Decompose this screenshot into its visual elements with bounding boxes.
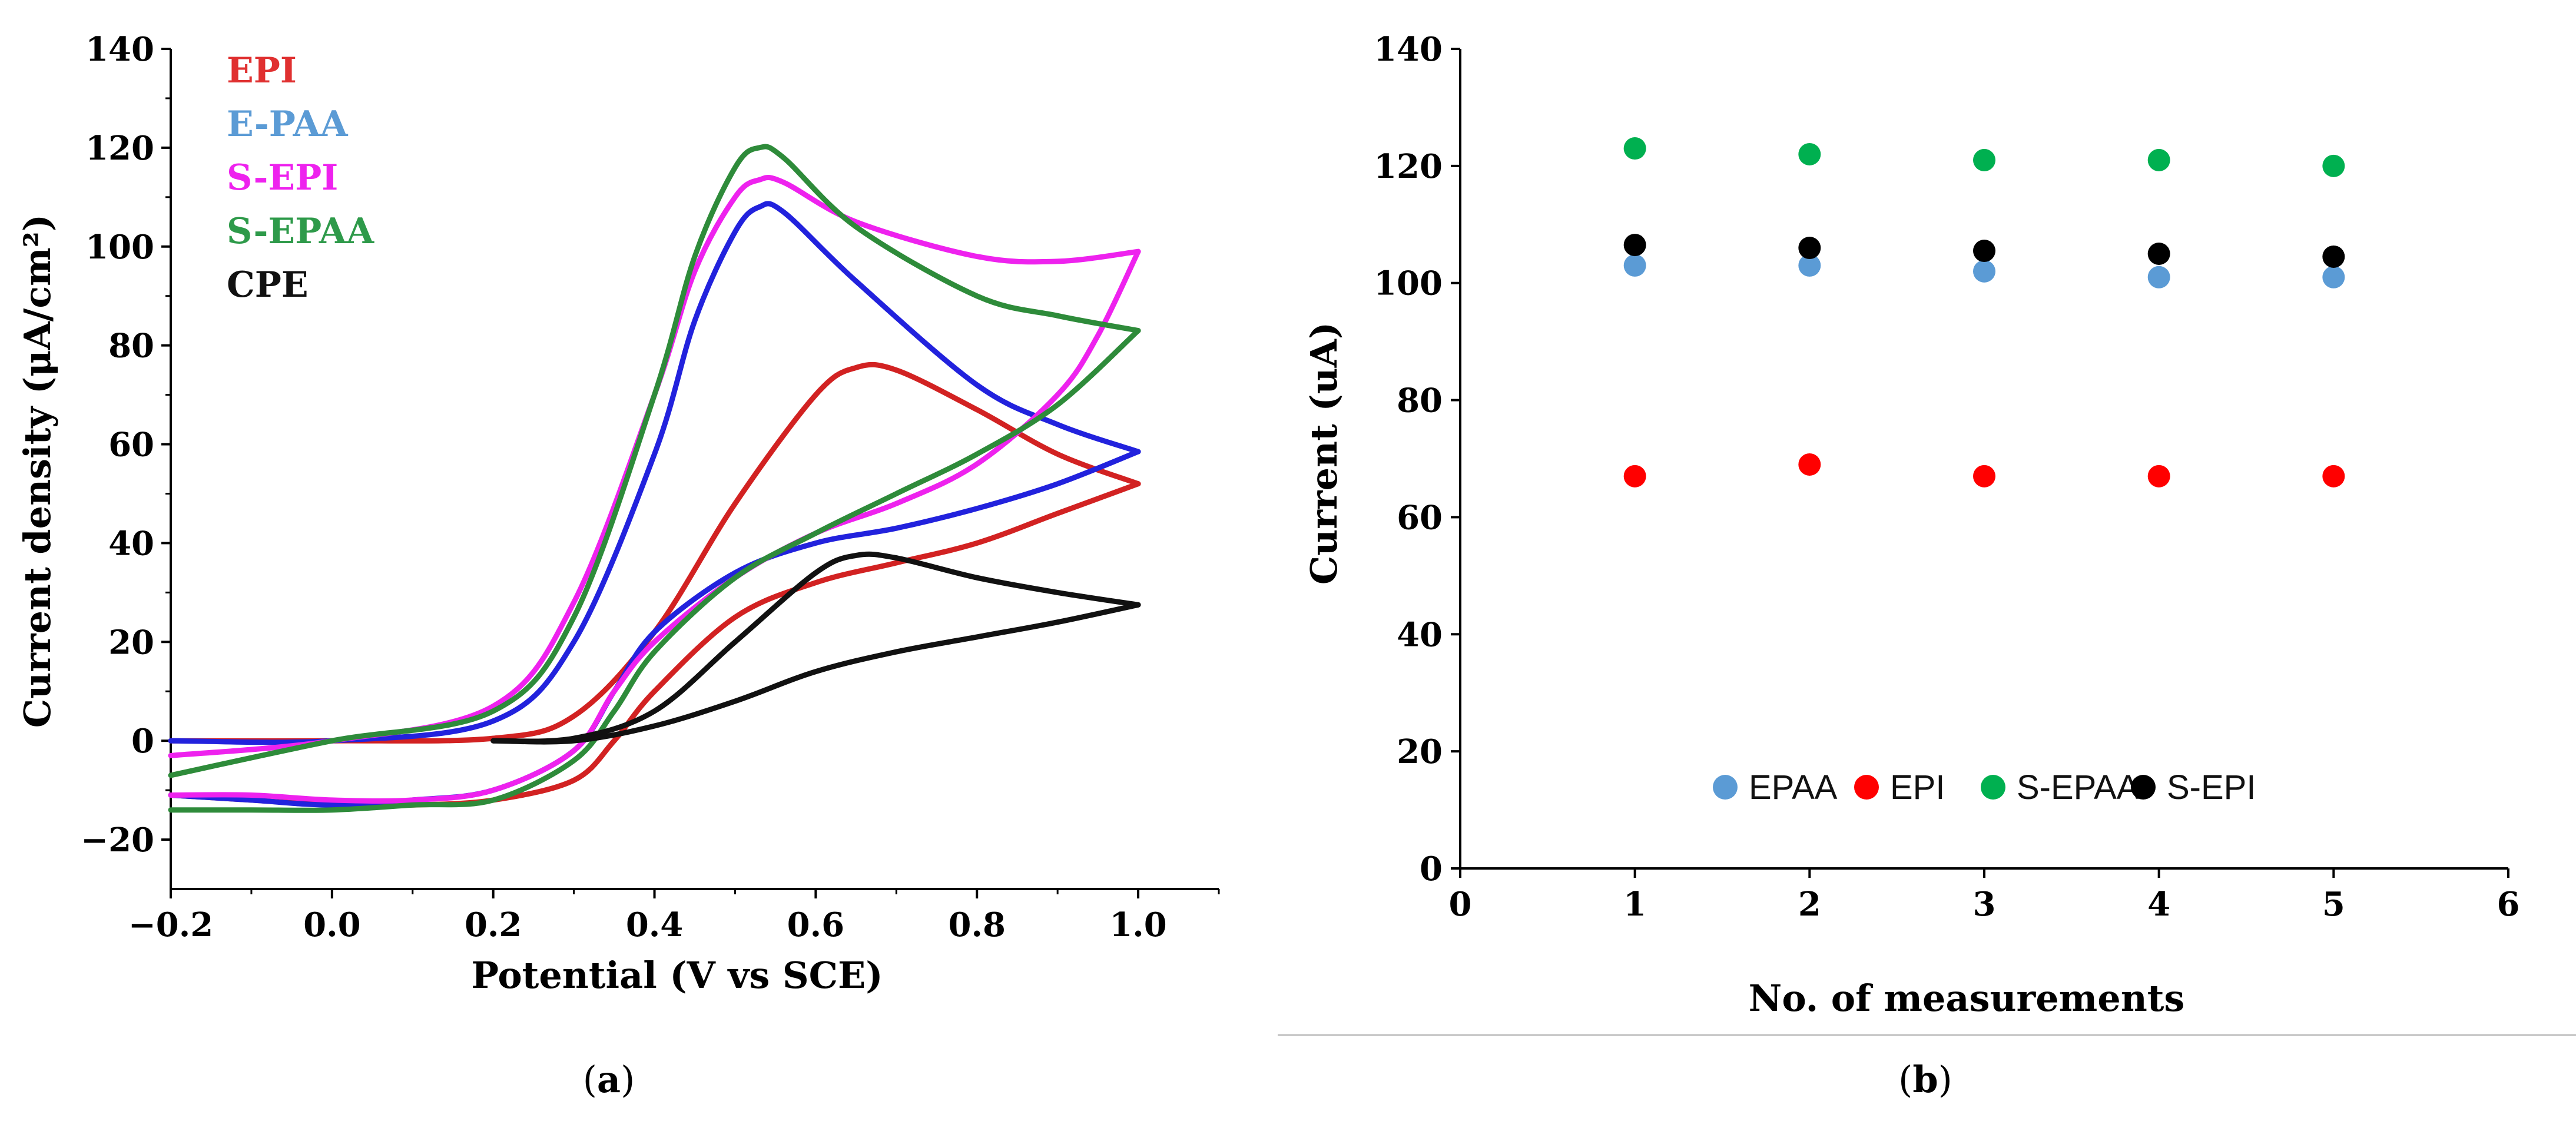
chart-a-y-tick-label: 80 (108, 327, 154, 366)
caption-b: (b) (1898, 1058, 1952, 1101)
chart-b-y-tick-label: 0 (1420, 850, 1443, 888)
chart-a-y-axis-label: Current density (μA/cm²) (16, 214, 59, 728)
chart-b-x-tick-label: 2 (1798, 885, 1821, 924)
chart-b-x-axis-label: No. of measurements (1749, 977, 2185, 1020)
chart-b-x-tick-label: 5 (2322, 885, 2345, 924)
series-line-s-epaa-reverse (168, 328, 1141, 813)
chart-b-x-tick-label: 6 (2497, 885, 2520, 924)
chart-b-x-tick-label: 3 (1973, 885, 1996, 924)
chart-a-y-tick-label: 60 (108, 426, 154, 465)
caption-a: (a) (583, 1058, 635, 1101)
caption-a-letter: a (597, 1058, 621, 1101)
legend-label-s-epaa: S-EPAA (2017, 768, 2140, 807)
chart-b-y-axis-label: Current (uA) (1302, 322, 1345, 585)
chart-a-y-tick-label: 100 (85, 228, 154, 267)
legend-entry-cpe: CPE (227, 264, 309, 306)
legend-entry-epi: EPI (227, 50, 297, 91)
chart-a-y-tick-label: 40 (108, 524, 154, 563)
chart-a-x-tick-label: 1.0 (1109, 906, 1166, 944)
legend-label-epi: EPI (1890, 768, 1945, 807)
caption-b-open: ( (1898, 1058, 1912, 1101)
legend-label-epaa: EPAA (1749, 768, 1838, 807)
legend-marker-s-epaa (1981, 775, 2005, 800)
point-s-epaa (1973, 148, 1995, 171)
series-line-e-paa-reverse (168, 449, 1141, 808)
series-line-epi-forward (168, 361, 1141, 744)
chart-b-y-tick-label: 60 (1397, 498, 1443, 537)
legend-marker-epi (1854, 775, 1879, 800)
chart-a-x-axis-label: Potential (V vs SCE) (471, 954, 883, 997)
chart-a-x-tick-label: 0.2 (465, 906, 522, 944)
chart-a-x-tick-label: −0.2 (128, 906, 213, 944)
series-line-s-epaa-forward (168, 144, 1141, 778)
series-line-cpe-reverse (490, 602, 1141, 745)
chart-a-y-tick-label: 0 (131, 722, 154, 761)
legend-label-s-epi: S-EPI (2167, 768, 2256, 807)
point-epaa (1973, 260, 1995, 283)
point-epaa (1623, 254, 1646, 277)
chart-b-y-tick-label: 120 (1374, 147, 1443, 186)
chart-a-y-tick-label: −20 (81, 821, 154, 860)
caption-b-close: ) (1938, 1058, 1952, 1101)
point-s-epi (1973, 240, 1995, 263)
point-s-epi (2147, 243, 2170, 265)
point-s-epi (2322, 245, 2345, 268)
point-s-epaa (1623, 137, 1646, 160)
point-epaa (1798, 254, 1821, 277)
chart-a-x-tick-label: 0.0 (303, 906, 360, 944)
chart-b: 0 20 40 60 80 100 120 140 0 1 2 3 4 5 6 EPAA EPI S-EPAA S… (1302, 30, 2519, 1020)
caption-b-letter: b (1912, 1058, 1938, 1101)
chart-b-x-tick-label: 1 (1623, 885, 1646, 924)
point-epi (1973, 465, 1995, 487)
legend-entry-s-epi: S-EPI (227, 157, 338, 198)
point-epaa (2147, 266, 2170, 288)
chart-b-x-tick-label: 4 (2147, 885, 2170, 924)
legend-marker-epaa (1713, 775, 1738, 800)
chart-b-y-tick-label: 20 (1397, 732, 1443, 771)
point-epi (1798, 453, 1821, 476)
series-line-e-paa-forward (168, 201, 1141, 745)
caption-a-close: ) (621, 1058, 635, 1101)
point-epi (2322, 465, 2345, 487)
legend-entry-e-paa: E-PAA (227, 104, 349, 145)
point-s-epaa (2322, 154, 2345, 177)
point-s-epaa (2147, 148, 2170, 171)
chart-a-y-tick-label: 140 (85, 30, 154, 69)
chart-a-x-tick-label: 0.8 (949, 906, 1006, 944)
chart-a-y-tick-label: 120 (85, 129, 154, 168)
legend-entry-s-epaa: S-EPAA (227, 211, 374, 252)
point-epi (2147, 465, 2170, 487)
series-line-s-epi-reverse (168, 248, 1141, 804)
chart-b-y-tick-label: 140 (1374, 30, 1443, 69)
chart-a-x-tick-label: 0.6 (787, 906, 844, 944)
series-line-cpe-forward (490, 551, 1141, 744)
point-epaa (2322, 266, 2345, 288)
chart-a: −20 0 20 40 60 80 100 120 140 −0.2 0.0 0.2 0.4 0.6 0.8… (16, 30, 1220, 997)
caption-a-open: ( (583, 1058, 597, 1101)
chart-b-y-tick-label: 40 (1397, 615, 1443, 654)
legend-marker-s-epi (2131, 775, 2156, 800)
chart-b-y-tick-label: 100 (1374, 264, 1443, 303)
point-s-epi (1798, 237, 1821, 260)
chart-a-y-tick-label: 20 (108, 623, 154, 662)
chart-b-x-tick-label: 0 (1449, 885, 1472, 924)
chart-b-y-tick-label: 80 (1397, 382, 1443, 420)
point-epi (1623, 465, 1646, 487)
point-s-epaa (1798, 142, 1821, 165)
point-s-epi (1623, 234, 1646, 257)
chart-a-x-tick-label: 0.4 (626, 906, 683, 944)
series-line-s-epi-forward (168, 174, 1141, 758)
